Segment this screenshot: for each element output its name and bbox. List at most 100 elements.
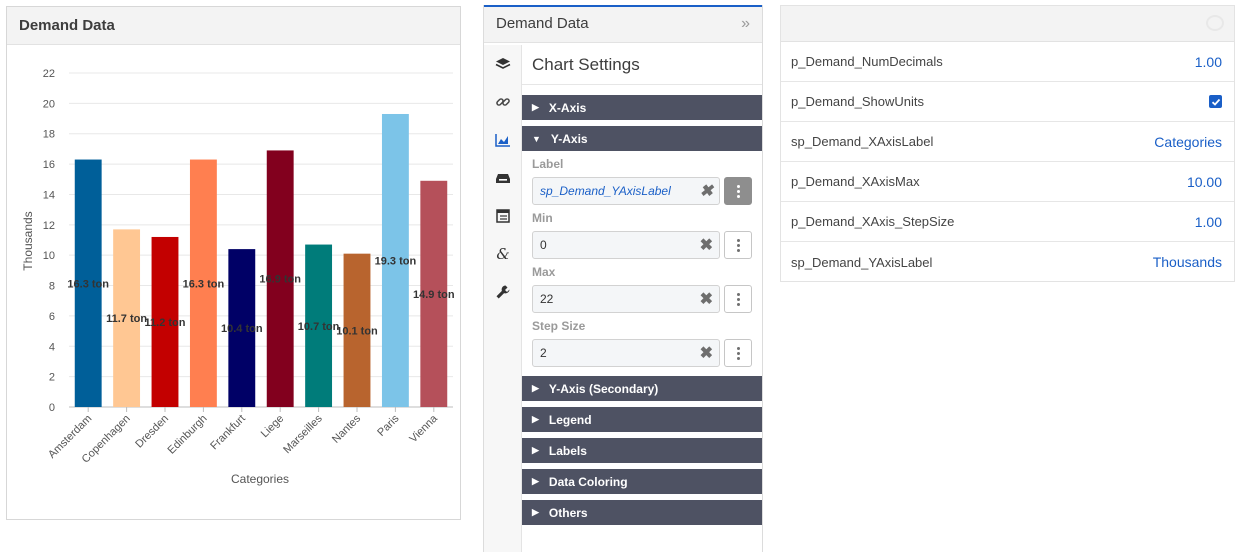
y-tick-labels: 0 2 4 6 8 10 12 14 16 18 20 22 [43,68,55,414]
section-labels[interactable]: ▶ Labels [522,438,762,463]
y-tick-label: 16 [43,159,55,171]
bar-frankfurt[interactable] [228,249,256,407]
settings-icon-rail: & [484,45,522,552]
section-labels-label: Labels [548,443,587,458]
section-y-axis-secondary[interactable]: ▶ Y-Axis (Secondary) [522,376,762,401]
max-input-value: 22 [540,292,554,306]
section-others[interactable]: ▶ Others [522,500,762,525]
x-tick-label: Vienna [407,412,440,445]
param-name: p_Demand_ShowUnits [791,94,924,109]
param-name: p_Demand_NumDecimals [791,54,943,69]
caret-right-icon: ▶ [532,414,539,424]
section-data-coloring[interactable]: ▶ Data Coloring [522,469,762,494]
bar-liege[interactable] [266,150,294,407]
ampersand-icon[interactable]: & [484,235,522,273]
data-label: 10.7 ton [298,321,340,333]
settings-body: Chart Settings ▶ X-Axis ▼ Y-Axis Label s… [522,45,762,552]
x-tick-label: Nantes [330,412,363,445]
parameters-panel: p_Demand_NumDecimals 1.00 p_Demand_ShowU… [780,5,1235,282]
y-tick-label: 2 [49,372,55,384]
show-units-checkbox[interactable] [1209,95,1222,108]
layers-icon[interactable] [484,45,522,83]
step-size-field-label: Step Size [532,319,586,333]
bar-vienna[interactable] [420,180,448,407]
param-row-x-axis-step-size: p_Demand_XAxis_StepSize 1.00 [781,202,1234,242]
chart-settings-panel: Demand Data » & Chart Settings ▶ X-Ax [483,5,763,552]
x-tick-label: Liege [259,413,287,441]
param-name: sp_Demand_XAxisLabel [791,134,934,149]
section-x-axis[interactable]: ▶ X-Axis [522,95,762,120]
min-field-label: Min [532,211,553,225]
data-label: 11.7 ton [106,313,147,325]
x-tick-label: Marseilles [281,412,325,456]
y-tick-label: 8 [49,281,55,293]
min-input[interactable]: 0 ✖ [532,231,720,259]
x-tick-label: Edinburgh [166,413,210,457]
chart-widget-title: Demand Data [19,17,115,34]
chart-bars [74,113,448,407]
chart-settings-title: Chart Settings [522,45,762,85]
section-y-axis[interactable]: ▼ Y-Axis [522,126,762,151]
bar-amsterdam[interactable] [74,159,102,407]
bar-edinburgh[interactable] [189,159,217,407]
bar-marseilles[interactable] [305,244,333,407]
data-label: 16.3 ton [183,278,225,290]
param-row-x-axis-label: sp_Demand_XAxisLabel Categories [781,122,1234,162]
y-tick-label: 10 [43,250,55,262]
y-tick-label: 4 [49,341,55,353]
param-value[interactable]: Thousands [1152,254,1222,270]
section-legend-label: Legend [548,412,592,427]
param-value[interactable]: 10.00 [1186,173,1222,190]
label-input[interactable]: sp_Demand_YAxisLabel ✖ [532,177,720,205]
param-name: p_Demand_XAxis_StepSize [791,214,955,229]
collapse-chevrons-icon[interactable]: » [741,14,750,32]
max-input[interactable]: 22 ✖ [532,285,720,313]
caret-right-icon: ▶ [532,383,539,393]
param-row-x-axis-max: p_Demand_XAxisMax 10.00 [781,162,1234,202]
eye-icon[interactable] [1206,15,1224,31]
section-others-label: Others [548,505,588,520]
bar-dresden[interactable] [151,236,179,407]
y-tick-label: 6 [49,311,55,323]
bar-paris[interactable] [381,113,409,407]
parameters-panel-header [781,6,1234,42]
param-row-y-axis-label: sp_Demand_YAxisLabel Thousands [781,242,1234,282]
link-icon[interactable] [484,83,522,121]
section-legend[interactable]: ▶ Legend [522,407,762,432]
y-tick-label: 20 [43,98,55,110]
table-icon[interactable] [484,197,522,235]
checkmark-icon [1211,98,1220,106]
clear-step-size-icon[interactable]: ✖ [699,345,713,362]
step-size-more-button[interactable] [724,339,752,367]
data-label: 16.9 ton [259,274,301,286]
inbox-icon[interactable] [484,159,522,197]
data-label: 10.4 ton [221,323,263,335]
section-data-coloring-label: Data Coloring [548,474,628,489]
param-value[interactable]: 1.00 [1194,213,1222,230]
min-field-row: 0 ✖ [532,231,762,259]
caret-right-icon: ▶ [532,507,539,517]
label-more-button[interactable] [724,177,752,205]
clear-label-icon[interactable]: ✖ [699,183,713,200]
bar-copenhagen[interactable] [113,229,141,407]
step-size-input[interactable]: 2 ✖ [532,339,720,367]
chart-area-icon[interactable] [484,121,522,159]
param-value[interactable]: Categories [1154,133,1222,150]
chart-widget: Demand Data 0 2 4 6 8 10 12 14 16 18 20 22 16.3 ton… [6,6,461,520]
bar-nantes[interactable] [343,253,371,407]
param-value[interactable]: 1.00 [1194,53,1222,70]
min-more-button[interactable] [724,231,752,259]
data-label: 14.9 ton [413,289,455,301]
wrench-icon[interactable] [484,273,522,311]
max-more-button[interactable] [724,285,752,313]
max-field-label: Max [532,265,556,279]
clear-min-icon[interactable]: ✖ [699,237,713,254]
label-input-value: sp_Demand_YAxisLabel [540,184,671,198]
param-name: sp_Demand_YAxisLabel [791,254,933,270]
clear-max-icon[interactable]: ✖ [699,291,713,308]
caret-right-icon: ▶ [532,476,539,486]
label-field-row: sp_Demand_YAxisLabel ✖ [532,177,762,205]
step-size-input-value: 2 [540,346,547,360]
